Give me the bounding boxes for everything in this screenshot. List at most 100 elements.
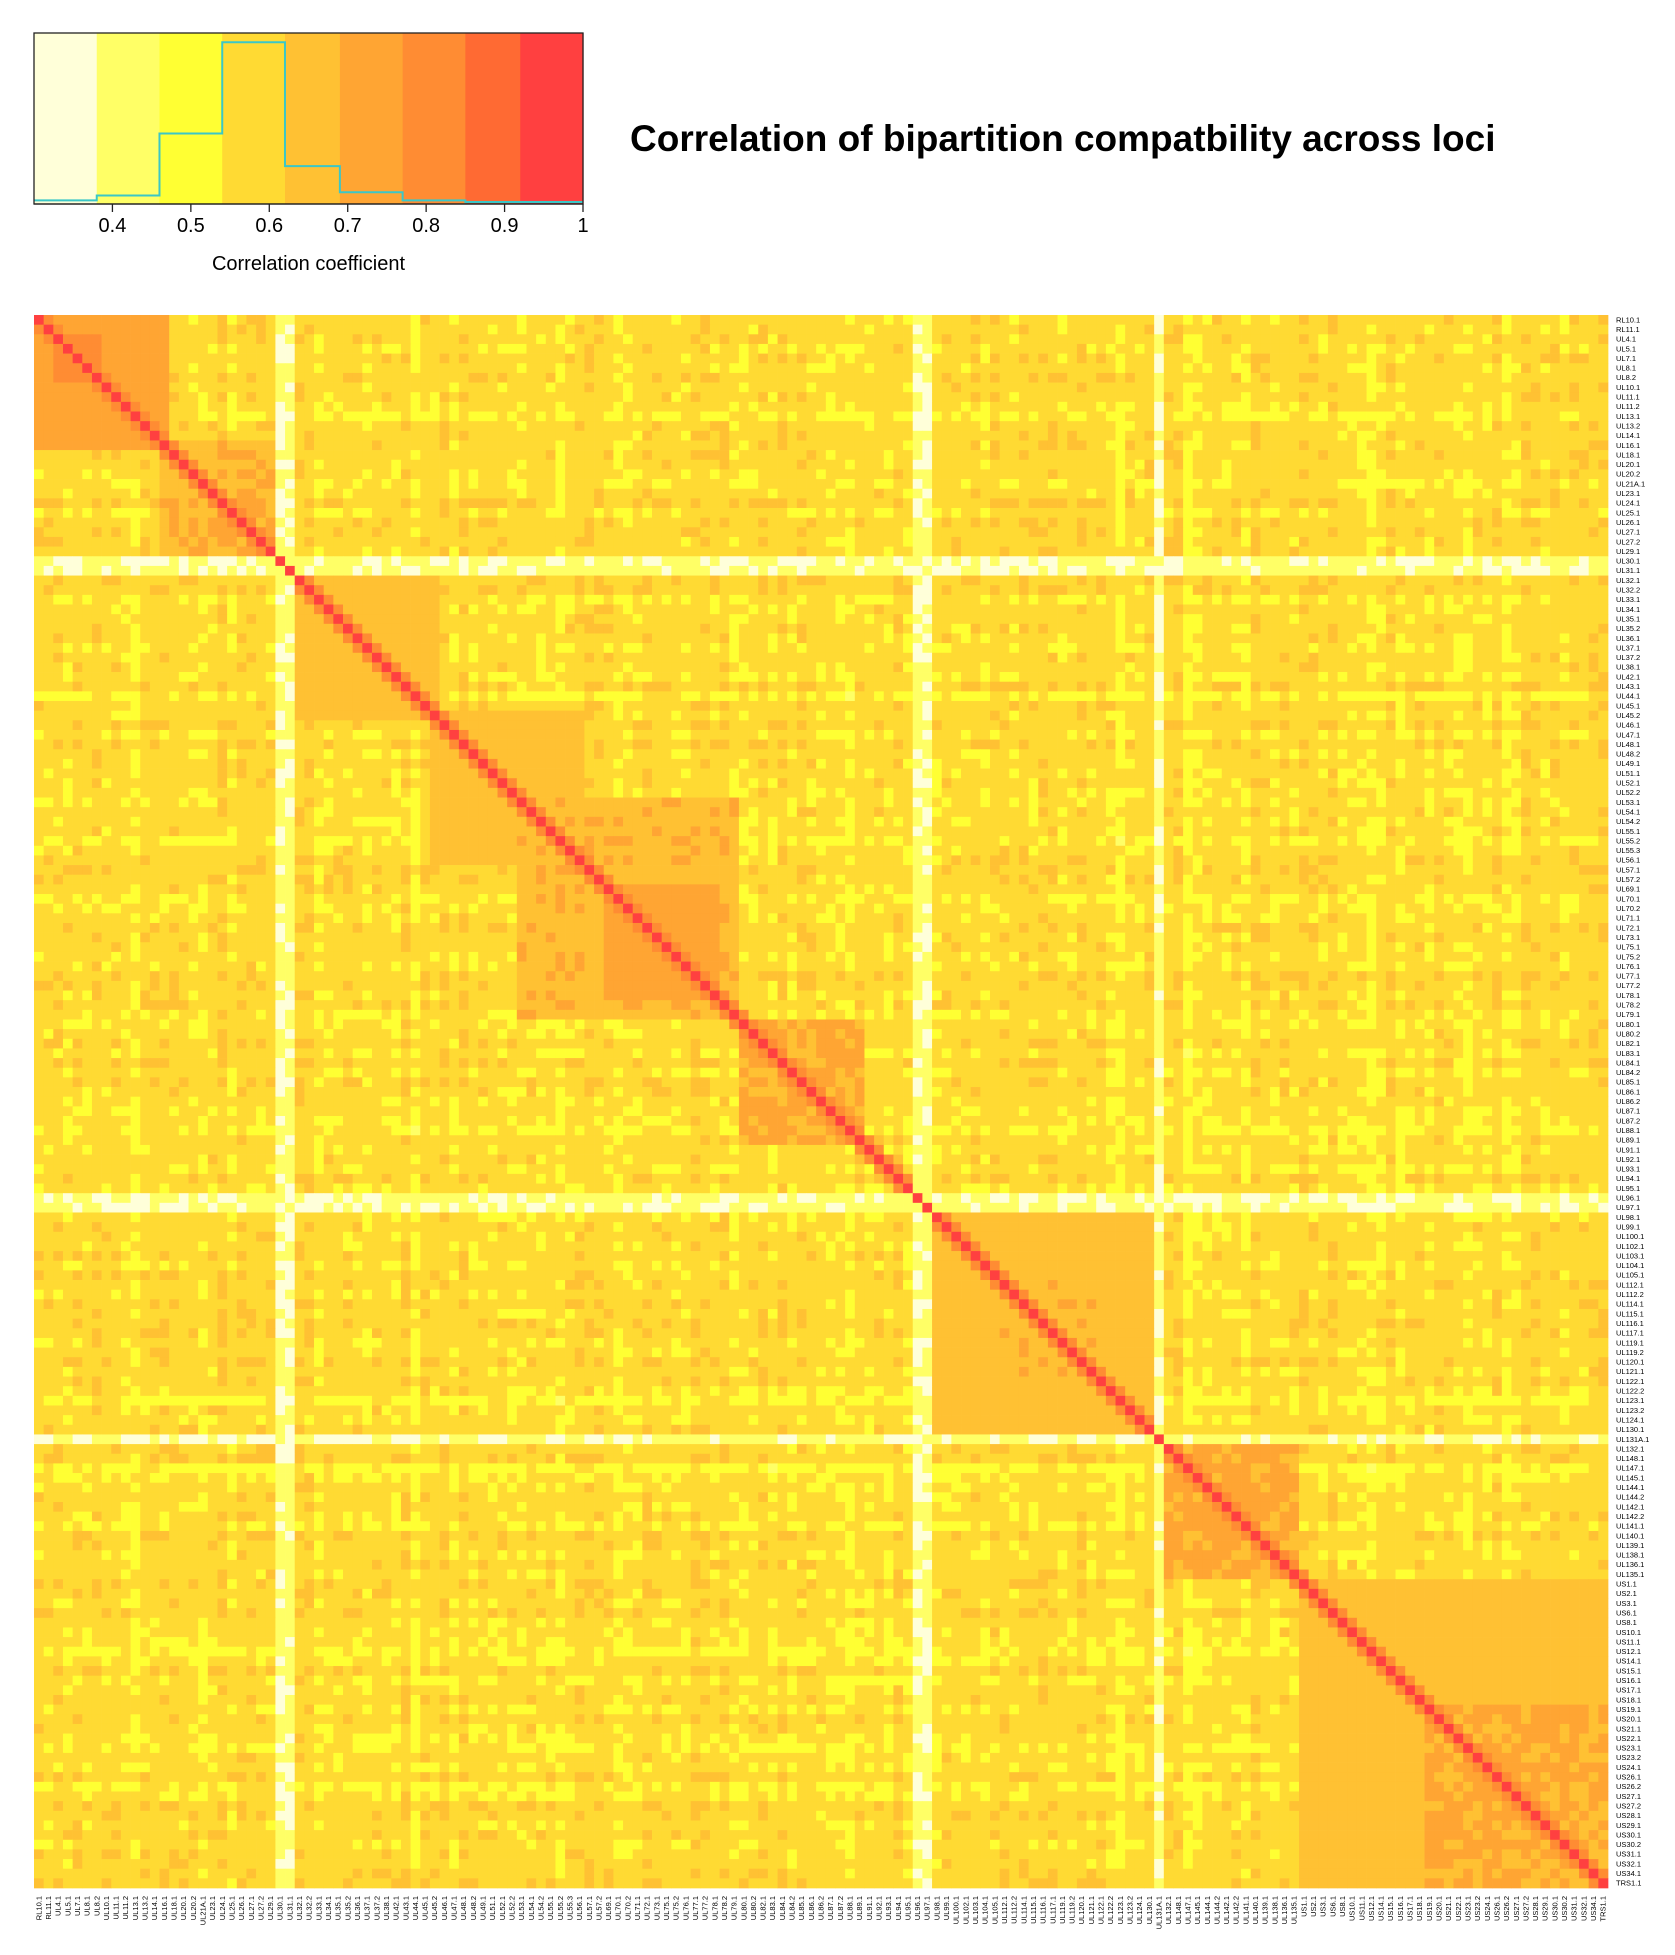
heatmap-cell [1463,440,1474,451]
heatmap-cell [941,488,952,499]
heatmap-cell [507,343,518,354]
heatmap-cell [1289,508,1300,519]
heatmap-cell [371,585,382,596]
heatmap-cell [1424,479,1435,490]
heatmap-cell [594,469,605,480]
heatmap-cell [169,479,180,490]
heatmap-cell [796,498,807,509]
heatmap-cell [149,585,160,596]
heatmap-cell [825,498,836,509]
heatmap-cell [391,536,402,547]
heatmap-cell [1530,430,1541,441]
heatmap-cell [246,575,257,586]
heatmap-cell [468,459,479,470]
heatmap-cell [555,488,566,499]
heatmap-cell [198,324,209,335]
heatmap-cell [594,392,605,403]
heatmap-cell [371,469,382,480]
heatmap-cell [893,488,904,499]
heatmap-cell [816,575,827,586]
heatmap-cell [285,421,296,432]
heatmap-cell [1231,324,1242,335]
heatmap-cell [1260,343,1271,354]
heatmap-cell [487,459,498,470]
heatmap-cell [1221,479,1232,490]
heatmap-cell [864,411,875,422]
heatmap-cell [1366,353,1377,364]
heatmap-cell [980,363,991,374]
heatmap-cell [1241,479,1252,490]
heatmap-cell [1453,546,1464,557]
heatmap-cell [468,324,479,335]
heatmap-cell [1414,508,1425,519]
heatmap-cell [709,363,720,374]
heatmap-cell [603,343,614,354]
heatmap-cell [806,421,817,432]
heatmap-cell [1511,498,1522,509]
heatmap-cell [1279,594,1290,605]
heatmap-cell [1405,411,1416,422]
heatmap-cell [34,517,45,528]
heatmap-cell [613,353,624,364]
heatmap-cell [62,363,73,374]
heatmap-cell [999,575,1010,586]
heatmap-cell [381,392,392,403]
heatmap-cell [970,565,981,576]
heatmap-cell [62,430,73,441]
heatmap-cell [1405,585,1416,596]
heatmap-row-UL25.1 [34,508,1609,519]
heatmap-cell [536,440,547,451]
heatmap-cell [1366,334,1377,345]
heatmap-cell [825,517,836,528]
heatmap-cell [1414,430,1425,441]
heatmap-cell [661,315,672,325]
heatmap-cell [101,498,112,509]
heatmap-cell [487,382,498,393]
heatmap-cell [767,440,778,451]
heatmap-cell [1327,382,1338,393]
heatmap-cell [690,594,701,605]
heatmap-cell [497,575,508,586]
heatmap-cell [1047,469,1058,480]
heatmap-cell [159,575,170,586]
heatmap-cell [188,546,199,557]
heatmap-cell [1202,324,1213,335]
heatmap-cell [584,594,595,605]
heatmap-cell [1289,382,1300,393]
heatmap-cell [487,527,498,538]
heatmap-cell [1018,430,1029,441]
heatmap-cell [690,488,701,499]
heatmap-cell [101,604,112,615]
heatmap-cell [1134,334,1145,345]
heatmap-cell [700,363,711,374]
heatmap-cell [1376,508,1387,519]
heatmap-cell [980,450,991,461]
heatmap-cell [1260,382,1271,393]
heatmap-cell [256,450,267,461]
heatmap-cell [1414,363,1425,374]
heatmap-cell [227,536,238,547]
heatmap-cell [120,556,131,567]
heatmap-cell [352,479,363,490]
heatmap-cell [1540,450,1551,461]
heatmap-cell [333,411,344,422]
heatmap-cell [314,430,325,441]
heatmap-cell [1298,459,1309,470]
heatmap-cell [758,372,769,383]
heatmap-cell [82,430,93,441]
heatmap-cell [1163,536,1174,547]
heatmap-cell [632,315,643,325]
heatmap-cell [458,498,469,509]
heatmap-cell [1192,517,1203,528]
heatmap-cell [1212,546,1223,557]
heatmap-cell [1241,575,1252,586]
heatmap-cell [1521,334,1532,345]
heatmap-cell [159,324,170,335]
heatmap-cell [178,401,189,412]
heatmap-cell [188,421,199,432]
heatmap-cell [1588,594,1599,605]
heatmap-cell [468,315,479,325]
heatmap-cell [1212,498,1223,509]
heatmap-cell [1511,382,1522,393]
heatmap-cell [53,479,64,490]
